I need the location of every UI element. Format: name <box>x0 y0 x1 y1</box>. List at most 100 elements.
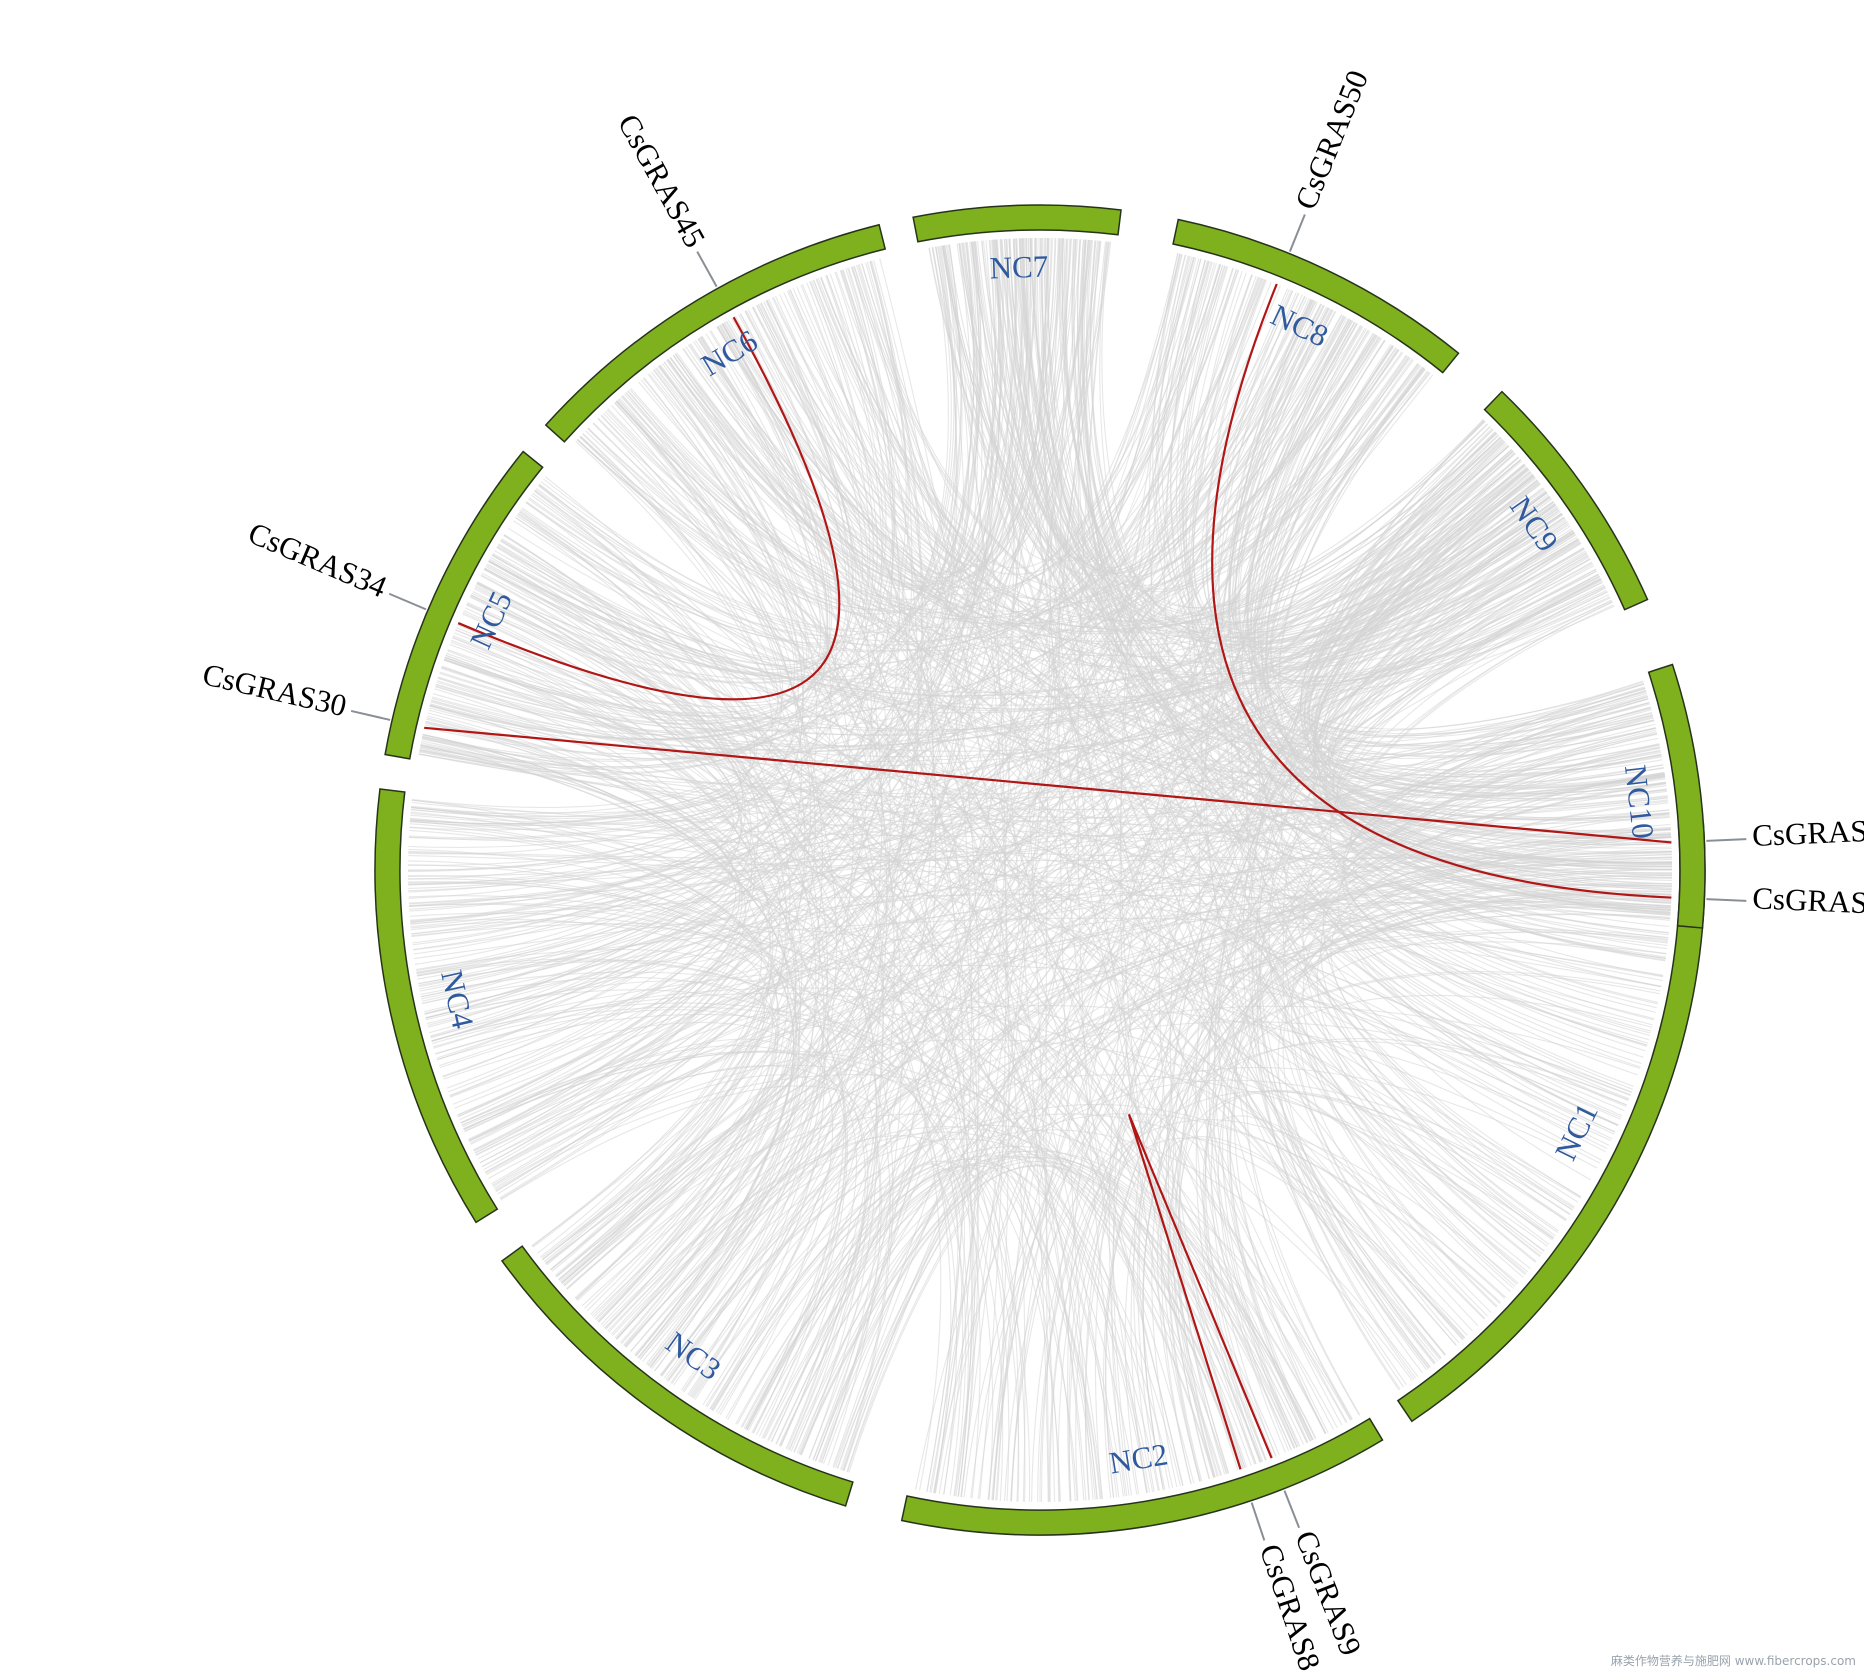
synteny-link <box>799 1067 1598 1456</box>
synteny-link <box>817 253 1181 569</box>
synteny-link <box>1205 731 1657 1461</box>
synteny-link <box>500 1085 967 1497</box>
synteny-link <box>1227 772 1665 1443</box>
synteny-link <box>625 392 884 1450</box>
synteny-link <box>519 371 819 662</box>
synteny-link <box>538 484 1661 780</box>
chromosome-nc6 <box>544 223 887 443</box>
synteny-link <box>775 295 1085 1501</box>
synteny-link <box>658 264 1221 596</box>
synteny-link <box>408 881 849 1439</box>
synteny-link <box>1229 893 1672 1442</box>
synteny-link <box>417 265 1226 980</box>
synteny-link <box>421 737 762 1248</box>
synteny-link <box>587 428 1669 934</box>
synteny-link <box>454 706 1651 1109</box>
chromosome-nc8 <box>1172 218 1460 374</box>
synteny-link <box>694 309 883 1400</box>
synteny-link <box>537 399 812 1254</box>
synteny-link <box>1111 436 1501 1497</box>
synteny-link <box>604 411 1669 939</box>
synteny-link <box>411 799 1138 1495</box>
synteny-link <box>409 829 795 1356</box>
gene-tick-csgras8 <box>1250 1502 1266 1541</box>
synteny-link <box>1205 307 1431 1368</box>
synteny-link <box>665 1113 1466 1380</box>
synteny-link <box>1265 343 1673 874</box>
synteny-link <box>770 267 1234 1443</box>
synteny-link <box>1043 237 1557 640</box>
synteny-link <box>459 269 894 1121</box>
synteny-link <box>412 253 1182 951</box>
synteny-link <box>432 390 796 742</box>
gene-label-csgras34: CsGRAS34 <box>243 515 392 605</box>
synteny-link <box>620 238 1064 600</box>
synteny-link <box>820 276 1663 778</box>
synteny-link <box>873 260 980 1495</box>
synteny-link <box>481 333 832 1168</box>
synteny-link <box>470 238 1018 680</box>
synteny-link <box>1079 239 1524 1278</box>
watermark-text: 麻类作物营养与施肥网 www.fibercrops.com <box>1611 1653 1856 1668</box>
synteny-link <box>1344 701 1650 1041</box>
synteny-link <box>408 775 1666 886</box>
synteny-link <box>413 568 1597 951</box>
synteny-link <box>461 900 1672 1126</box>
synteny-link <box>468 308 1332 1141</box>
synteny-link <box>1267 367 1600 685</box>
synteny-link <box>545 773 1665 1265</box>
synteny-link <box>1083 239 1527 1275</box>
chromosome-nc2 <box>900 1417 1384 1536</box>
synteny-link <box>435 330 827 734</box>
synteny-link <box>699 336 1602 1161</box>
synteny-link <box>1332 591 1647 762</box>
synteny-link <box>1177 836 1672 1477</box>
synteny-link <box>579 436 1464 1341</box>
synteny-link <box>1341 697 1649 1068</box>
synteny-link <box>1039 1090 1574 1503</box>
gene-tick-csgras50 <box>1288 214 1306 252</box>
synteny-link <box>427 244 962 1028</box>
synteny-link <box>1355 863 1673 868</box>
synteny-link <box>430 246 952 740</box>
synteny-link <box>598 299 872 1323</box>
synteny-link <box>671 241 983 1385</box>
synteny-link <box>1242 434 1499 1388</box>
synteny-link <box>426 715 1154 1492</box>
synteny-link <box>408 860 882 1466</box>
duplication-link-csgras8-csgras9 <box>1127 1113 1273 1470</box>
synteny-link <box>425 369 804 1019</box>
gene-tick-csgras2 <box>1706 898 1747 902</box>
synteny-link <box>814 1174 1005 1501</box>
synteny-link <box>430 445 1509 751</box>
synteny-link <box>1073 238 1613 1140</box>
chromosome-nc4 <box>374 788 499 1224</box>
synteny-link <box>430 964 1632 1093</box>
synteny-link <box>1167 874 1673 1482</box>
synteny-link <box>528 498 1585 699</box>
synteny-link <box>1214 475 1535 1442</box>
synteny-link <box>452 635 1124 1497</box>
duplication-link-csgras2-csgras50 <box>1211 283 1672 899</box>
synteny-link <box>411 282 871 815</box>
synteny-link <box>474 723 1656 1154</box>
synteny-link <box>408 266 896 880</box>
synteny-link <box>1217 292 1623 1117</box>
synteny-link <box>1255 469 1530 1371</box>
synteny-link <box>667 929 1669 1382</box>
synteny-link <box>488 560 878 1459</box>
synteny-link <box>409 335 1378 827</box>
synteny-link <box>793 575 1600 1453</box>
synteny-link <box>637 440 1505 1358</box>
synteny-link <box>1229 300 1659 1003</box>
synteny-link <box>660 941 1667 1376</box>
synteny-link <box>757 245 970 574</box>
synteny-link <box>682 238 1061 585</box>
synteny-link <box>833 744 1660 1468</box>
synteny-link <box>1210 782 1667 1457</box>
synteny-link <box>761 1156 1292 1451</box>
synteny-link <box>745 310 1411 604</box>
synteny-link <box>408 279 874 893</box>
synteny-link <box>408 848 780 1320</box>
gene-label-csgras4: CsGRAS4 <box>1751 812 1864 853</box>
